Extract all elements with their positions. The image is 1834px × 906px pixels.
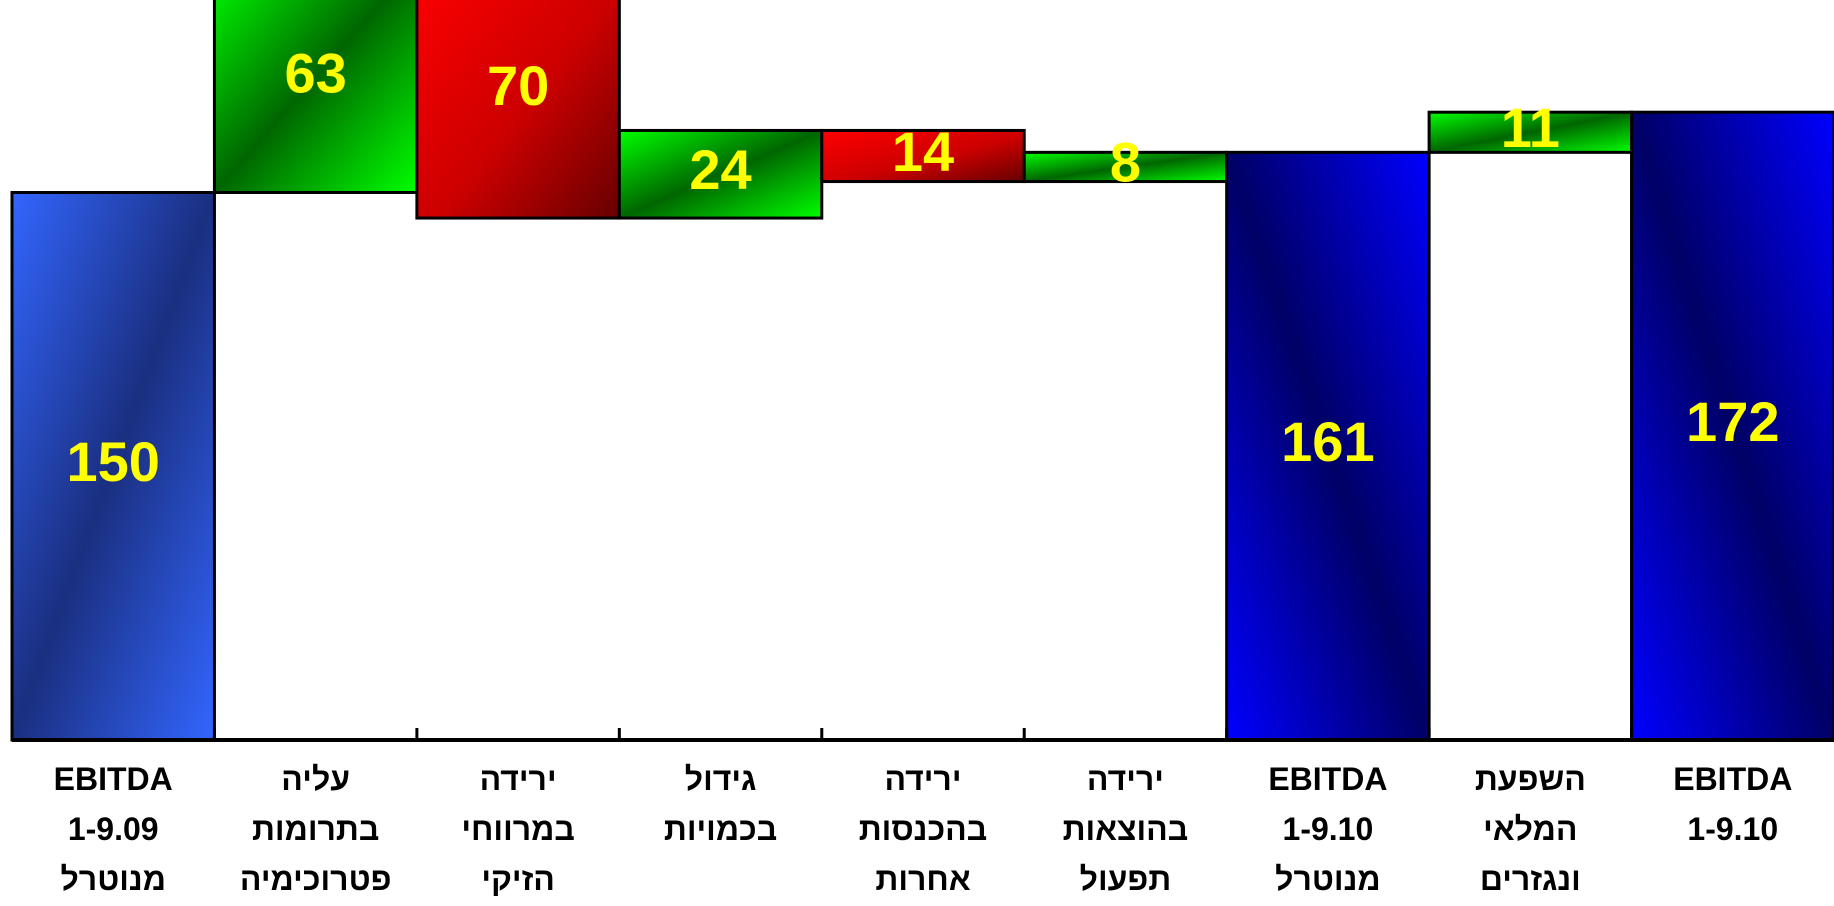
category-label-4-line-2: אחרות	[875, 861, 970, 897]
category-label-2-line-2: הזיקי	[481, 861, 555, 897]
category-label-7-line-1: המלאי	[1483, 811, 1577, 847]
bar-increase-1	[212, 0, 419, 194]
category-label-7-line-0: השפעת	[1475, 761, 1586, 797]
category-label-0-line-2: מנוטרל	[61, 861, 166, 897]
bar-total-0	[10, 191, 216, 742]
value-labels-layer: 150 63 70 24 14 8 161 11 172	[67, 41, 1780, 493]
category-label-5-line-0: ירידה	[1087, 761, 1164, 797]
category-label-8-line-0: EBITDA	[1673, 761, 1792, 797]
bar-total-8	[1630, 110, 1834, 742]
category-label-3-line-0: גידול	[685, 761, 757, 797]
value-label-8: 172	[1686, 390, 1779, 453]
bar-increase-7	[1427, 110, 1634, 154]
category-label-0-line-1: 1-9.09	[68, 811, 159, 847]
value-label-7: 11	[1501, 96, 1560, 159]
category-labels-layer: EBITDA 1-9.09 מנוטרל עליה בתרומות פטרוכימיה יר…	[54, 761, 1793, 897]
bars-layer	[10, 0, 1834, 742]
category-label-4-line-0: ירידה	[884, 761, 961, 797]
category-label-5-line-1: בהוצאות	[1063, 811, 1189, 847]
x-axis	[12, 728, 1834, 742]
category-label-6-line-1: 1-9.10	[1283, 811, 1374, 847]
category-label-1-line-0: עליה	[281, 761, 350, 797]
value-label-6: 161	[1281, 410, 1374, 473]
category-label-1-line-2: פטרוכימיה	[240, 861, 392, 897]
category-label-3-line-1: בכמויות	[664, 811, 777, 847]
value-label-0: 150	[67, 430, 160, 493]
category-label-4-line-1: בהכנסות	[859, 811, 988, 847]
category-label-2-line-0: ירידה	[480, 761, 557, 797]
value-label-1: 63	[285, 41, 347, 104]
category-label-0-line-0: EBITDA	[54, 761, 173, 797]
category-label-6-line-0: EBITDA	[1268, 761, 1387, 797]
value-label-5: 8	[1110, 131, 1141, 194]
category-label-2-line-1: במרווחי	[461, 811, 575, 847]
category-label-6-line-2: מנוטרל	[1275, 861, 1380, 897]
category-label-7-line-2: ונגזרים	[1480, 861, 1581, 897]
category-label-5-line-2: תפעול	[1080, 861, 1172, 897]
category-label-8-line-1: 1-9.10	[1687, 811, 1778, 847]
value-label-4: 14	[892, 120, 954, 183]
value-label-2: 70	[487, 54, 549, 117]
bar-increase-3	[617, 128, 824, 220]
bar-decrease-2	[415, 0, 621, 220]
value-label-3: 24	[689, 138, 751, 201]
bar-total-6	[1225, 150, 1431, 742]
category-label-1-line-1: בתרומות	[252, 811, 379, 847]
